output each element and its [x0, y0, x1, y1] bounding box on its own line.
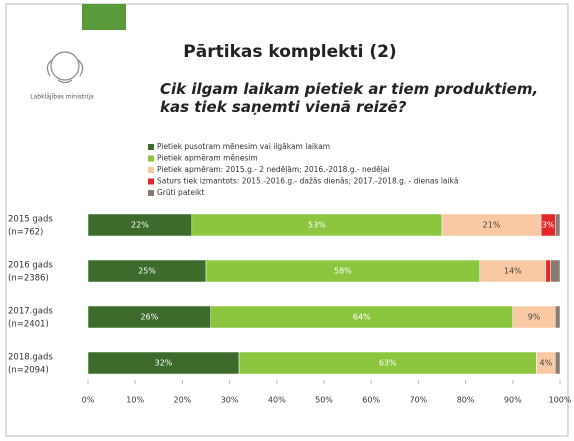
legend-swatch — [148, 190, 154, 196]
bar-segment — [555, 351, 561, 375]
x-tick-label: 80% — [457, 396, 475, 405]
legend-label: Saturs tiek izmantots: 2015.-2016.g.- da… — [157, 177, 459, 186]
legend-swatch — [148, 167, 154, 173]
y-tick-label: 2016 gads — [8, 261, 53, 271]
y-tick-label: 2015 gads — [8, 215, 53, 225]
value-label: 3% — [542, 221, 555, 230]
value-label: 26% — [140, 313, 158, 322]
bar-segment — [550, 259, 561, 283]
bar-segment — [555, 213, 561, 237]
legend-swatch — [148, 178, 154, 185]
legend-swatch — [148, 144, 154, 150]
legend-label: Pietiek pusotram mēnesim vai ilgākam lai… — [157, 142, 330, 151]
x-tick-label: 50% — [315, 396, 333, 405]
value-label: 32% — [155, 359, 173, 368]
x-tick-label: 0% — [82, 396, 95, 405]
bar-segment — [555, 305, 561, 329]
x-tick-label: 10% — [126, 396, 144, 405]
y-tick-note: (n=2401) — [8, 320, 49, 330]
legend-label: Pietiek apmēram: 2015.g.- 2 nedēļām; 201… — [157, 165, 390, 175]
x-tick-label: 30% — [221, 396, 239, 405]
legend-label: Pietiek apmēram mēnesim — [157, 154, 258, 163]
legend-label: Grūti pateikt — [157, 188, 204, 197]
legend-swatch — [148, 155, 154, 162]
chart-subtitle: Cik ilgam laikam pietiek ar tiem produkt… — [160, 80, 539, 116]
x-tick-label: 90% — [504, 396, 522, 405]
y-tick-note: (n=762) — [8, 228, 43, 238]
accent-bar — [82, 4, 126, 30]
y-tick-note: (n=2094) — [8, 366, 49, 376]
value-label: 25% — [138, 267, 156, 276]
y-tick-note: (n=2386) — [8, 274, 49, 284]
chart-title: Pārtikas komplekti (2) — [183, 42, 396, 62]
value-label: 9% — [528, 313, 541, 322]
value-label: 63% — [379, 359, 397, 368]
value-label: 22% — [131, 221, 149, 230]
logo — [46, 51, 84, 84]
value-label: 53% — [308, 221, 326, 230]
value-label: 21% — [483, 221, 501, 230]
y-tick-label: 2018.gads — [8, 353, 53, 363]
x-tick-label: 20% — [174, 396, 192, 405]
x-tick-label: 40% — [268, 396, 286, 405]
value-label: 58% — [334, 267, 352, 276]
bar-segment — [545, 259, 551, 283]
x-tick-label: 70% — [410, 396, 428, 405]
x-tick-label: 100% — [549, 396, 572, 405]
value-label: 64% — [353, 313, 371, 322]
value-label: 4% — [539, 359, 552, 368]
value-label: 14% — [504, 267, 522, 276]
slide-border — [5, 3, 569, 437]
x-tick-label: 60% — [362, 396, 380, 405]
logo-text: Labklājības ministrija — [30, 94, 94, 101]
y-tick-label: 2017.gads — [8, 307, 53, 317]
